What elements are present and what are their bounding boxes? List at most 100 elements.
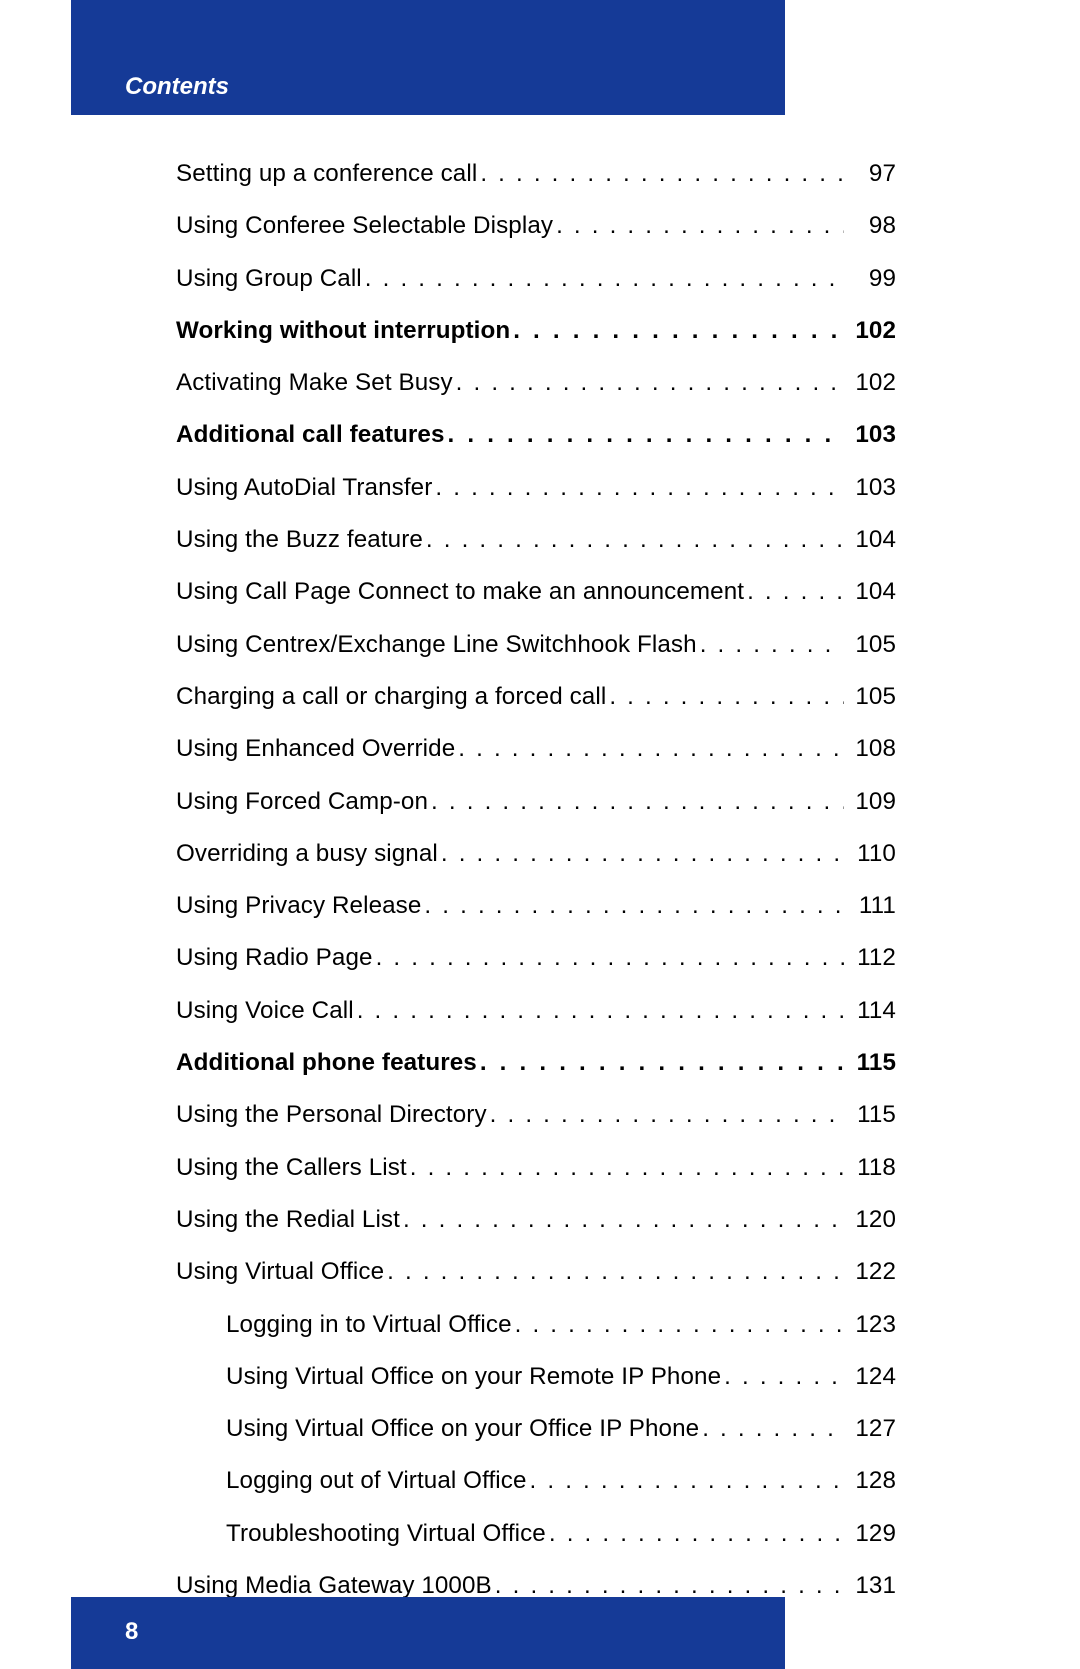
toc-leader-dots (606, 683, 844, 711)
toc-entry: Working without interruption102 (176, 317, 896, 345)
page-number: 8 (125, 1618, 138, 1646)
footer-band (71, 1597, 785, 1669)
toc-entry-label: Additional call features (176, 421, 445, 449)
toc-entry-page: 111 (844, 892, 896, 920)
toc-entry: Using Virtual Office 122 (176, 1258, 896, 1286)
toc-leader-dots (744, 578, 844, 606)
toc-entry-page: 114 (844, 997, 896, 1025)
toc-entry-page: 120 (844, 1206, 896, 1234)
toc-entry: Overriding a busy signal 110 (176, 840, 896, 868)
toc-entry-page: 99 (844, 265, 896, 293)
toc-entry-page: 118 (844, 1154, 896, 1182)
toc-entry-label: Activating Make Set Busy (176, 369, 453, 397)
document-page: Contents Setting up a conference call 97 U… (0, 0, 1080, 1669)
toc-entry-label: Using Media Gateway 1000B (176, 1572, 492, 1600)
toc-entry-label: Using Conferee Selectable Display (176, 212, 553, 240)
toc-entry-label: Using Call Page Connect to make an annou… (176, 578, 744, 606)
toc-entry-label: Overriding a busy signal (176, 840, 438, 868)
toc-entry: Troubleshooting Virtual Office129 (176, 1520, 896, 1548)
toc-entry: Using Enhanced Override 108 (176, 735, 896, 763)
toc-entry-page: 115 (844, 1049, 896, 1077)
toc-entry: Using Conferee Selectable Display 98 (176, 212, 896, 240)
toc-entry-label: Using Virtual Office on your Remote IP P… (176, 1363, 721, 1391)
toc-entry-label: Using Virtual Office (176, 1258, 384, 1286)
toc-entry: Using Voice Call114 (176, 997, 896, 1025)
toc-leader-dots (428, 788, 844, 816)
toc-entry-page: 122 (844, 1258, 896, 1286)
toc-entry: Using the Buzz feature 104 (176, 526, 896, 554)
toc-entry-label: Setting up a conference call (176, 160, 477, 188)
toc-entry: Using Forced Camp-on 109 (176, 788, 896, 816)
toc-leader-dots (553, 212, 844, 240)
toc-leader-dots (400, 1206, 844, 1234)
toc-entry-page: 105 (844, 631, 896, 659)
toc-leader-dots (477, 1049, 844, 1077)
toc-entry: Using Virtual Office on your Office IP P… (176, 1415, 896, 1443)
toc-entry: Using the Callers List 118 (176, 1154, 896, 1182)
toc-leader-dots (477, 160, 844, 188)
toc-entry-page: 123 (844, 1311, 896, 1339)
toc-entry-label: Charging a call or charging a forced cal… (176, 683, 606, 711)
toc-leader-dots (546, 1520, 844, 1548)
toc-entry-page: 110 (844, 840, 896, 868)
toc-entry: Charging a call or charging a forced cal… (176, 683, 896, 711)
toc-entry: Using AutoDial Transfer103 (176, 474, 896, 502)
toc-entry-label: Using Radio Page (176, 944, 373, 972)
toc-entry-label: Using Virtual Office on your Office IP P… (176, 1415, 699, 1443)
toc-entry-page: 98 (844, 212, 896, 240)
toc-entry-page: 124 (844, 1363, 896, 1391)
table-of-contents: Setting up a conference call 97 Using Conf… (176, 160, 896, 1624)
toc-entry-page: 104 (844, 578, 896, 606)
toc-entry: Using Centrex/Exchange Line Switchhook F… (176, 631, 896, 659)
toc-entry-page: 97 (844, 160, 896, 188)
toc-leader-dots (699, 1415, 844, 1443)
toc-entry-label: Logging out of Virtual Office (176, 1467, 527, 1495)
toc-entry: Using Call Page Connect to make an annou… (176, 578, 896, 606)
toc-entry-label: Additional phone features (176, 1049, 477, 1077)
toc-entry-label: Using the Personal Directory (176, 1101, 487, 1129)
toc-entry-page: 105 (844, 683, 896, 711)
toc-entry: Using Privacy Release 111 (176, 892, 896, 920)
toc-leader-dots (697, 631, 844, 659)
toc-leader-dots (384, 1258, 844, 1286)
toc-entry-page: 115 (844, 1101, 896, 1129)
toc-entry: Using the Redial List 120 (176, 1206, 896, 1234)
toc-entry-page: 104 (844, 526, 896, 554)
toc-entry: Using the Personal Directory 115 (176, 1101, 896, 1129)
toc-entry-label: Using the Redial List (176, 1206, 400, 1234)
toc-entry-page: 102 (844, 317, 896, 345)
toc-entry-label: Using the Callers List (176, 1154, 407, 1182)
toc-entry-label: Using Privacy Release (176, 892, 421, 920)
toc-entry-label: Using Centrex/Exchange Line Switchhook F… (176, 631, 697, 659)
toc-leader-dots (455, 735, 844, 763)
toc-entry-page: 108 (844, 735, 896, 763)
toc-leader-dots (407, 1154, 844, 1182)
toc-leader-dots (445, 421, 844, 449)
toc-leader-dots (354, 997, 844, 1025)
toc-entry: Additional phone features 115 (176, 1049, 896, 1077)
toc-entry-page: 103 (844, 474, 896, 502)
toc-leader-dots (373, 944, 844, 972)
toc-leader-dots (492, 1572, 844, 1600)
toc-leader-dots (421, 892, 844, 920)
toc-entry: Using Group Call 99 (176, 265, 896, 293)
header-title: Contents (125, 73, 229, 101)
toc-leader-dots (453, 369, 844, 397)
toc-entry: Using Virtual Office on your Remote IP P… (176, 1363, 896, 1391)
toc-entry-label: Troubleshooting Virtual Office (176, 1520, 546, 1548)
toc-entry: Logging out of Virtual Office128 (176, 1467, 896, 1495)
toc-entry-page: 131 (844, 1572, 896, 1600)
toc-leader-dots (721, 1363, 844, 1391)
toc-entry: Logging in to Virtual Office123 (176, 1311, 896, 1339)
toc-entry: Activating Make Set Busy 102 (176, 369, 896, 397)
toc-entry-label: Using the Buzz feature (176, 526, 423, 554)
toc-entry-page: 112 (844, 944, 896, 972)
toc-entry-page: 109 (844, 788, 896, 816)
toc-entry-label: Using Enhanced Override (176, 735, 455, 763)
toc-entry: Additional call features103 (176, 421, 896, 449)
toc-entry-page: 127 (844, 1415, 896, 1443)
toc-entry-page: 102 (844, 369, 896, 397)
toc-leader-dots (438, 840, 844, 868)
toc-entry-label: Using Forced Camp-on (176, 788, 428, 816)
toc-entry-label: Using Group Call (176, 265, 362, 293)
